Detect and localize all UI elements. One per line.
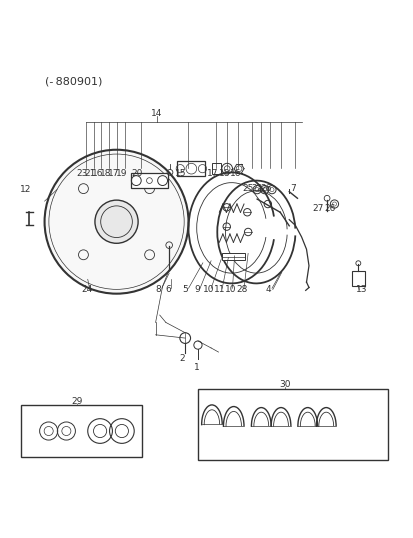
Text: 18: 18 bbox=[218, 169, 230, 178]
Text: 6: 6 bbox=[165, 285, 171, 294]
Text: 17: 17 bbox=[107, 169, 119, 178]
Bar bbox=[177, 161, 205, 176]
Text: 16: 16 bbox=[230, 169, 241, 178]
Bar bbox=[131, 173, 168, 188]
Text: 20: 20 bbox=[131, 169, 142, 178]
Text: 13: 13 bbox=[355, 285, 366, 294]
Text: 15: 15 bbox=[174, 169, 185, 178]
Text: 28: 28 bbox=[236, 285, 247, 294]
Bar bbox=[351, 271, 364, 286]
Text: 17: 17 bbox=[207, 169, 218, 178]
Text: 12: 12 bbox=[20, 185, 32, 194]
Text: 18: 18 bbox=[100, 169, 111, 178]
Bar bbox=[211, 163, 221, 174]
Text: 26: 26 bbox=[259, 185, 271, 193]
Text: (- 880901): (- 880901) bbox=[45, 76, 102, 87]
Text: 10: 10 bbox=[202, 285, 214, 294]
Text: 29: 29 bbox=[71, 397, 83, 406]
Text: 10: 10 bbox=[224, 285, 236, 294]
Text: 24: 24 bbox=[81, 285, 93, 294]
Text: 27: 27 bbox=[311, 204, 323, 213]
Bar bbox=[197, 389, 387, 460]
Text: 16: 16 bbox=[92, 169, 104, 178]
Text: 30: 30 bbox=[279, 380, 290, 388]
Text: 22: 22 bbox=[251, 185, 262, 193]
Text: 1: 1 bbox=[194, 363, 199, 372]
Bar bbox=[222, 253, 244, 260]
Text: 9: 9 bbox=[194, 285, 199, 294]
Text: 7: 7 bbox=[290, 185, 296, 193]
Bar bbox=[21, 405, 142, 457]
Text: 11: 11 bbox=[213, 285, 225, 294]
Text: 19: 19 bbox=[116, 169, 127, 178]
Text: 21: 21 bbox=[84, 169, 95, 178]
Text: 14: 14 bbox=[151, 109, 162, 118]
Text: 26: 26 bbox=[324, 204, 335, 213]
Text: 5: 5 bbox=[182, 285, 188, 294]
Text: 4: 4 bbox=[265, 285, 271, 294]
Text: 25: 25 bbox=[242, 185, 253, 193]
Text: 8: 8 bbox=[155, 285, 161, 294]
Text: 2: 2 bbox=[179, 354, 185, 363]
Circle shape bbox=[95, 200, 138, 243]
Text: 23: 23 bbox=[76, 169, 87, 178]
Circle shape bbox=[45, 150, 188, 294]
